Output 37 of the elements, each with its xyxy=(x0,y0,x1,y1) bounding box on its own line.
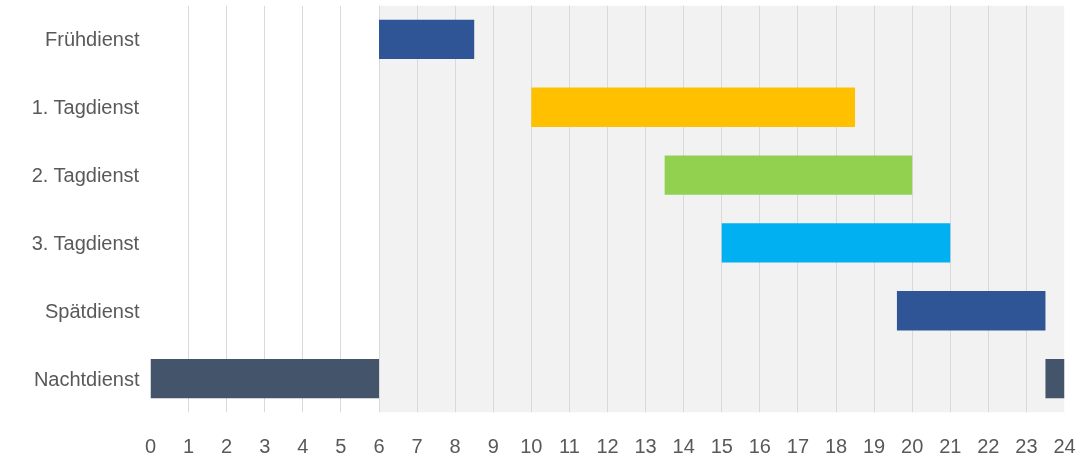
x-tick-label: 19 xyxy=(862,434,886,455)
x-tick-label: 11 xyxy=(559,434,580,455)
bar xyxy=(896,291,1046,331)
x-tick-label: 14 xyxy=(672,434,695,455)
x-tick-label: 8 xyxy=(449,434,461,455)
x-tick-label: 21 xyxy=(939,434,962,455)
x-tick-label: 4 xyxy=(297,434,309,455)
x-tick-label: 22 xyxy=(977,434,1000,455)
x-tick-label: 23 xyxy=(1015,434,1038,455)
x-tick-label: 9 xyxy=(487,434,499,455)
x-tick-label: 6 xyxy=(373,434,385,455)
x-tick-label: 15 xyxy=(710,434,733,455)
x-tick-label: 5 xyxy=(335,434,347,455)
x-tick-label: 10 xyxy=(520,434,543,455)
y-tick-label: Nachtdienst xyxy=(33,367,140,390)
x-tick-label: 17 xyxy=(786,434,810,455)
bar xyxy=(1045,358,1065,399)
x-tick-label: 16 xyxy=(748,434,771,455)
x-tick-label: 13 xyxy=(634,434,657,455)
x-tick-label: 24 xyxy=(1053,434,1076,455)
bar xyxy=(664,155,913,195)
x-tick-label: 7 xyxy=(411,434,423,455)
x-tick-label: 18 xyxy=(824,434,848,455)
x-tick-label: 1 xyxy=(183,434,195,455)
y-tick-label: 1. Tagdienst xyxy=(31,96,140,119)
y-tick-label: Frühdienst xyxy=(45,28,140,51)
y-tick-label: 3. Tagdienst xyxy=(31,231,140,254)
bar xyxy=(531,87,856,127)
x-tick-label: 0 xyxy=(144,434,157,455)
x-tick-label: 12 xyxy=(596,434,619,455)
x-tick-label: 3 xyxy=(259,434,271,455)
x-tick-label: 2 xyxy=(221,434,233,455)
bar xyxy=(379,19,475,60)
bar xyxy=(721,223,951,263)
x-tick-label: 20 xyxy=(901,434,924,455)
y-tick-label: Spätdienst xyxy=(44,299,140,322)
y-tick-label: 2. Tagdienst xyxy=(31,164,140,187)
